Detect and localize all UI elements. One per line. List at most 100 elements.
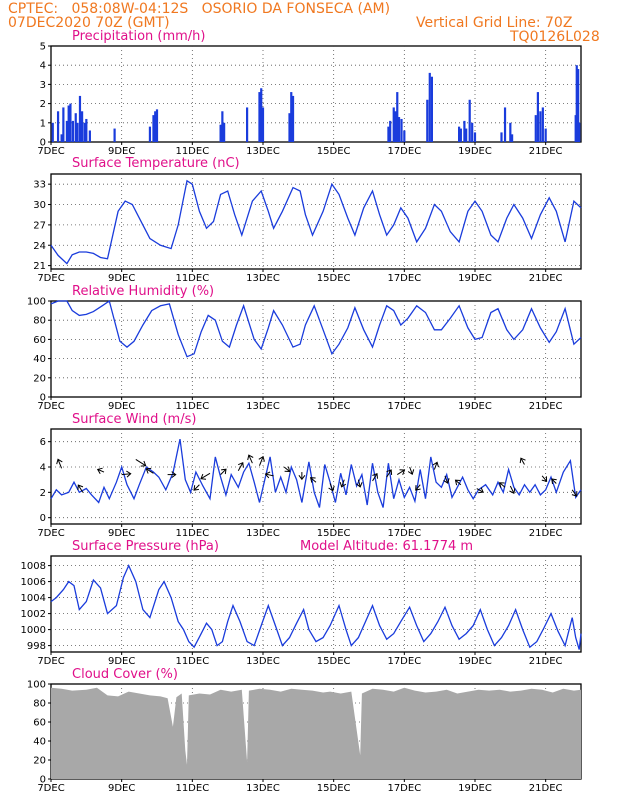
wind-xtick-label: 19DEC bbox=[458, 528, 492, 539]
precip-bar bbox=[56, 111, 60, 142]
precip-bar bbox=[400, 118, 403, 142]
pressure-xtick-label: 7DEC bbox=[37, 656, 64, 667]
precip-bar bbox=[428, 72, 431, 142]
precip-bar bbox=[85, 118, 88, 142]
wind-arrow bbox=[444, 475, 449, 484]
temperature-xtick-label: 19DEC bbox=[458, 273, 492, 284]
precip-xtick-label: 19DEC bbox=[458, 146, 492, 157]
wind-ytick-label: 4 bbox=[40, 463, 46, 474]
precip-bar bbox=[258, 92, 261, 142]
wind-arrow bbox=[476, 488, 484, 493]
wind-arrow-head bbox=[399, 469, 406, 475]
wind-arrow bbox=[259, 456, 264, 466]
temperature-ytick-label: 21 bbox=[33, 261, 46, 272]
wind-arrow bbox=[77, 484, 84, 493]
precip-bar bbox=[534, 115, 537, 142]
humidity-panel-title: Relative Humidity (%) bbox=[72, 284, 215, 299]
precip-bar bbox=[473, 132, 477, 142]
wind-arrow-head bbox=[284, 466, 291, 473]
temperature-frame bbox=[50, 173, 582, 270]
cloud-ytick-label: 80 bbox=[33, 699, 46, 710]
humidity-ytick-label: 60 bbox=[33, 335, 46, 346]
humidity-xtick-label: 13DEC bbox=[246, 401, 280, 412]
wind-arrow bbox=[499, 482, 506, 488]
temperature-ytick-label: 27 bbox=[33, 220, 46, 231]
precip-bar bbox=[458, 126, 461, 142]
wind-arrow-head bbox=[77, 484, 84, 491]
wind-arrow-head bbox=[200, 473, 207, 480]
wind-arrow bbox=[357, 479, 361, 487]
precip-bar bbox=[575, 65, 578, 142]
wind-arrow-head bbox=[355, 482, 363, 488]
humidity-ytick-label: 20 bbox=[33, 373, 46, 384]
precip-xtick-label: 11DEC bbox=[175, 146, 209, 157]
cloud-xtick-label: 11DEC bbox=[175, 783, 209, 794]
precip-ytick-label: 0 bbox=[40, 138, 46, 149]
pressure-ytick-label: 998 bbox=[27, 641, 46, 652]
cloud-xtick-label: 7DEC bbox=[37, 783, 64, 794]
wind-arrow-head bbox=[221, 468, 227, 475]
cloud-panel-title: Cloud Cover (%) bbox=[72, 667, 178, 682]
precip-bar bbox=[463, 120, 466, 142]
wind-xtick-label: 9DEC bbox=[108, 528, 135, 539]
pressure-ytick-label: 1004 bbox=[21, 593, 46, 604]
wind-arrow-head bbox=[386, 469, 393, 475]
precip-ytick-label: 1 bbox=[40, 118, 46, 129]
wind-arrow-head bbox=[126, 470, 132, 478]
cloud-ytick-label: 40 bbox=[33, 737, 46, 748]
precip-bar bbox=[155, 109, 159, 142]
precip-bar bbox=[219, 124, 222, 142]
humidity-xtick-label: 19DEC bbox=[458, 401, 492, 412]
precip-bar bbox=[471, 122, 474, 142]
wind-ytick-label: 6 bbox=[40, 437, 46, 448]
precip-ytick-label: 2 bbox=[40, 99, 46, 110]
precip-bar bbox=[60, 134, 63, 142]
station-header: CPTEC: 058:08W-04:12S OSORIO DA FONSECA … bbox=[8, 1, 391, 17]
wind-arrow-head bbox=[571, 491, 578, 497]
wind-arrow-head bbox=[264, 471, 271, 479]
wind-arrow bbox=[509, 485, 515, 494]
cloud-xtick-label: 15DEC bbox=[317, 783, 351, 794]
temperature-xtick-label: 21DEC bbox=[529, 273, 563, 284]
precip-bar bbox=[539, 111, 542, 142]
wind-arrow-head bbox=[145, 467, 152, 474]
pressure-xtick-label: 17DEC bbox=[387, 656, 421, 667]
precip-bar bbox=[544, 128, 547, 142]
wind-arrow bbox=[200, 472, 211, 480]
wind-frame bbox=[50, 428, 582, 525]
cloud-ytick-label: 20 bbox=[33, 756, 46, 767]
temperature-ytick-label: 24 bbox=[33, 241, 46, 252]
wind-arrow-head bbox=[171, 471, 177, 478]
precip-bar bbox=[503, 107, 507, 142]
wind-arrow-head bbox=[298, 475, 306, 481]
precip-bar bbox=[80, 111, 84, 142]
humidity-ytick-label: 80 bbox=[33, 316, 46, 327]
cloud-xtick-label: 9DEC bbox=[108, 783, 135, 794]
wind-arrow-head bbox=[56, 458, 63, 465]
precip-bar bbox=[154, 111, 157, 142]
wind-panel-title: Surface Wind (m/s) bbox=[72, 412, 197, 427]
wind-arrow-head bbox=[258, 455, 265, 462]
wind-xtick-label: 13DEC bbox=[246, 528, 280, 539]
precip-bar bbox=[88, 130, 91, 142]
precip-bar bbox=[67, 105, 70, 142]
cloud-cover-area bbox=[51, 687, 581, 779]
humidity-xtick-label: 21DEC bbox=[529, 401, 563, 412]
precip-bar bbox=[426, 99, 429, 142]
precip-bar bbox=[246, 107, 249, 142]
wind-arrow bbox=[455, 479, 462, 486]
pressure-ytick-label: 1008 bbox=[21, 561, 46, 572]
precip-ytick-label: 5 bbox=[40, 42, 46, 53]
precip-bar bbox=[261, 107, 265, 142]
precip-bar bbox=[511, 134, 514, 142]
wind-xtick-label: 21DEC bbox=[529, 528, 563, 539]
precip-bar bbox=[536, 92, 539, 142]
wind-arrow bbox=[386, 469, 392, 478]
pressure-series-line bbox=[50, 563, 582, 650]
wind-arrow-head bbox=[309, 477, 316, 483]
wind-arrow bbox=[551, 478, 557, 484]
humidity-frame bbox=[50, 300, 582, 398]
wind-arrow bbox=[397, 469, 405, 476]
precip-xtick-label: 13DEC bbox=[246, 146, 280, 157]
wind-arrow bbox=[97, 468, 105, 473]
